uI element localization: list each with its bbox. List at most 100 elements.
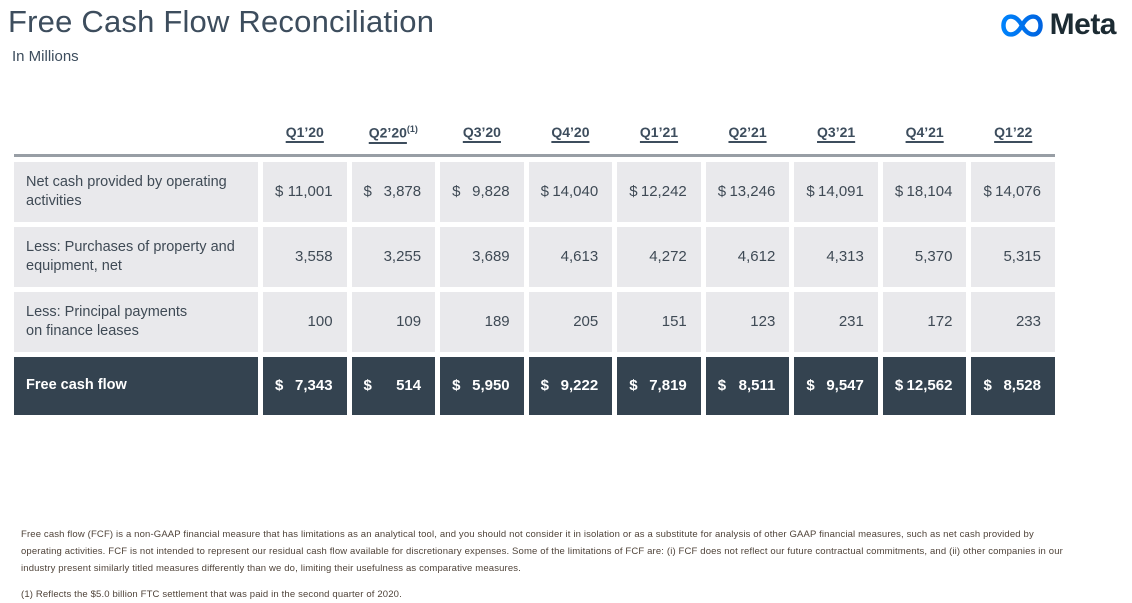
column-header-6: Q2’21	[706, 124, 790, 141]
row-label: Less: Principal payments on finance leas…	[14, 291, 258, 352]
cell-value: 11,001	[287, 183, 333, 201]
table-row-2: Less: Purchases of property and equipmen…	[14, 226, 1055, 287]
table-row-1: Net cash provided by operating activitie…	[14, 161, 1055, 222]
value-cell: 3,689	[440, 226, 524, 287]
cell-value: 8,511	[738, 377, 776, 395]
dollar-sign: $	[806, 183, 815, 201]
dollar-sign: $	[894, 377, 904, 395]
value-cell: 4,613	[528, 226, 613, 287]
cell-value: 151	[661, 313, 687, 331]
value-cell: 5,370	[882, 226, 967, 287]
cell-value: 123	[750, 313, 776, 331]
cell-value: 3,255	[383, 248, 422, 266]
table-body: Net cash provided by operating activitie…	[14, 161, 1055, 415]
cell-value: 189	[484, 313, 510, 331]
dollar-sign: $	[629, 183, 638, 201]
cell-value: 14,076	[995, 183, 1041, 201]
quarter-label: Q1’22	[994, 124, 1033, 140]
cell-value: 5,315	[1003, 248, 1041, 266]
value-cell: $8,528	[971, 356, 1055, 415]
table-header-row: Q1’20 Q2’20(1) Q3’20 Q4’20 Q1’21 Q2’21 Q3’21 Q4…	[14, 124, 1055, 141]
value-cell: 233	[971, 291, 1055, 352]
cell-value: 9,828	[472, 183, 510, 201]
fcf-definition-footnote: Free cash flow (FCF) is a non-GAAP finan…	[21, 529, 1063, 575]
dollar-sign: $	[540, 183, 549, 201]
footnote-marker: (1)	[406, 124, 418, 134]
column-header-3: Q3’20	[440, 124, 524, 141]
column-header-1: Q1’20	[263, 124, 347, 141]
table-top-border	[14, 153, 1055, 157]
cell-value: 4,313	[826, 248, 864, 266]
fcf-reconciliation-table: Q1’20 Q2’20(1) Q3’20 Q4’20 Q1’21 Q2’21 Q3’21 Q4…	[14, 124, 1055, 420]
dollar-sign: $	[363, 377, 372, 395]
value-cell: 109	[351, 291, 436, 352]
table-row-4: Free cash flow $7,343 $514 $5,950 $9,222 $7,8…	[14, 356, 1055, 415]
value-cell: 4,272	[617, 226, 701, 287]
cell-value: 13,246	[729, 183, 776, 201]
value-cell: 5,315	[971, 226, 1055, 287]
quarter-label: Q3’21	[817, 124, 856, 140]
value-cell: $9,222	[528, 356, 613, 415]
dollar-sign: $	[983, 377, 992, 395]
value-cell: 231	[794, 291, 878, 352]
value-cell: 4,313	[794, 226, 878, 287]
value-cell: 123	[705, 291, 790, 352]
dollar-sign: $	[363, 183, 372, 201]
footnotes: Free cash flow (FCF) is a non-GAAP finan…	[21, 526, 1067, 603]
value-cell: 172	[882, 291, 967, 352]
value-cell: 189	[440, 291, 524, 352]
dollar-sign: $	[540, 377, 549, 395]
value-cell: $8,511	[705, 356, 790, 415]
table-row-3: Less: Principal payments on finance leas…	[14, 291, 1055, 352]
dollar-sign: $	[717, 377, 727, 395]
page-subtitle: In Millions	[12, 48, 79, 65]
value-cell: $7,819	[617, 356, 701, 415]
cell-value: 3,689	[472, 248, 510, 266]
value-cell: $9,828	[440, 161, 524, 222]
dollar-sign: $	[275, 377, 284, 395]
dollar-sign: $	[275, 183, 284, 201]
cell-value: 18,104	[906, 183, 953, 201]
value-cell: 205	[528, 291, 613, 352]
quarter-label: Q1’21	[639, 124, 679, 140]
meta-wordmark: Meta	[1049, 8, 1117, 41]
value-cell: 3,255	[351, 226, 436, 287]
quarter-label: Q4’20	[551, 124, 590, 140]
column-header-7: Q3’21	[794, 124, 878, 141]
cell-value: 4,613	[560, 248, 599, 266]
dollar-sign: $	[717, 183, 727, 201]
cell-value: 172	[927, 313, 953, 331]
value-cell: $9,547	[794, 356, 878, 415]
header-spacer	[14, 124, 258, 141]
row-label: Net cash provided by operating activitie…	[14, 161, 258, 222]
meta-logo: Meta	[999, 8, 1117, 42]
cell-value: 8,528	[1003, 377, 1041, 395]
quarter-label: Q3’20	[462, 124, 501, 140]
value-cell: 151	[617, 291, 701, 352]
value-cell: $5,950	[440, 356, 524, 415]
ftc-settlement-footnote: (1) Reflects the $5.0 billion FTC settle…	[21, 589, 402, 601]
value-cell: $7,343	[263, 356, 347, 415]
value-cell: $12,562	[882, 356, 967, 415]
cell-value: 231	[838, 313, 864, 331]
cell-value: 3,558	[295, 248, 333, 266]
column-header-8: Q4’21	[883, 124, 967, 141]
meta-infinity-icon	[1000, 13, 1043, 37]
row-label: Less: Purchases of property and equipmen…	[14, 226, 258, 287]
cell-value: 4,272	[649, 248, 687, 266]
cell-value: 5,370	[914, 248, 953, 266]
dollar-sign: $	[629, 377, 638, 395]
cell-value: 9,547	[826, 377, 864, 395]
cell-value: 100	[307, 313, 333, 331]
column-header-9: Q1’22	[971, 124, 1055, 141]
quarter-label: Q1’20	[285, 124, 324, 140]
quarter-label: Q2’21	[728, 124, 767, 140]
cell-value: 14,040	[552, 183, 599, 201]
page-title: Free Cash Flow Reconciliation	[8, 4, 435, 39]
cell-value: 7,343	[295, 377, 333, 395]
value-cell: $514	[351, 356, 436, 415]
dollar-sign: $	[894, 183, 904, 201]
value-cell: $18,104	[882, 161, 967, 222]
cell-value: 12,562	[906, 377, 953, 395]
quarter-label: Q4’21	[905, 124, 944, 140]
